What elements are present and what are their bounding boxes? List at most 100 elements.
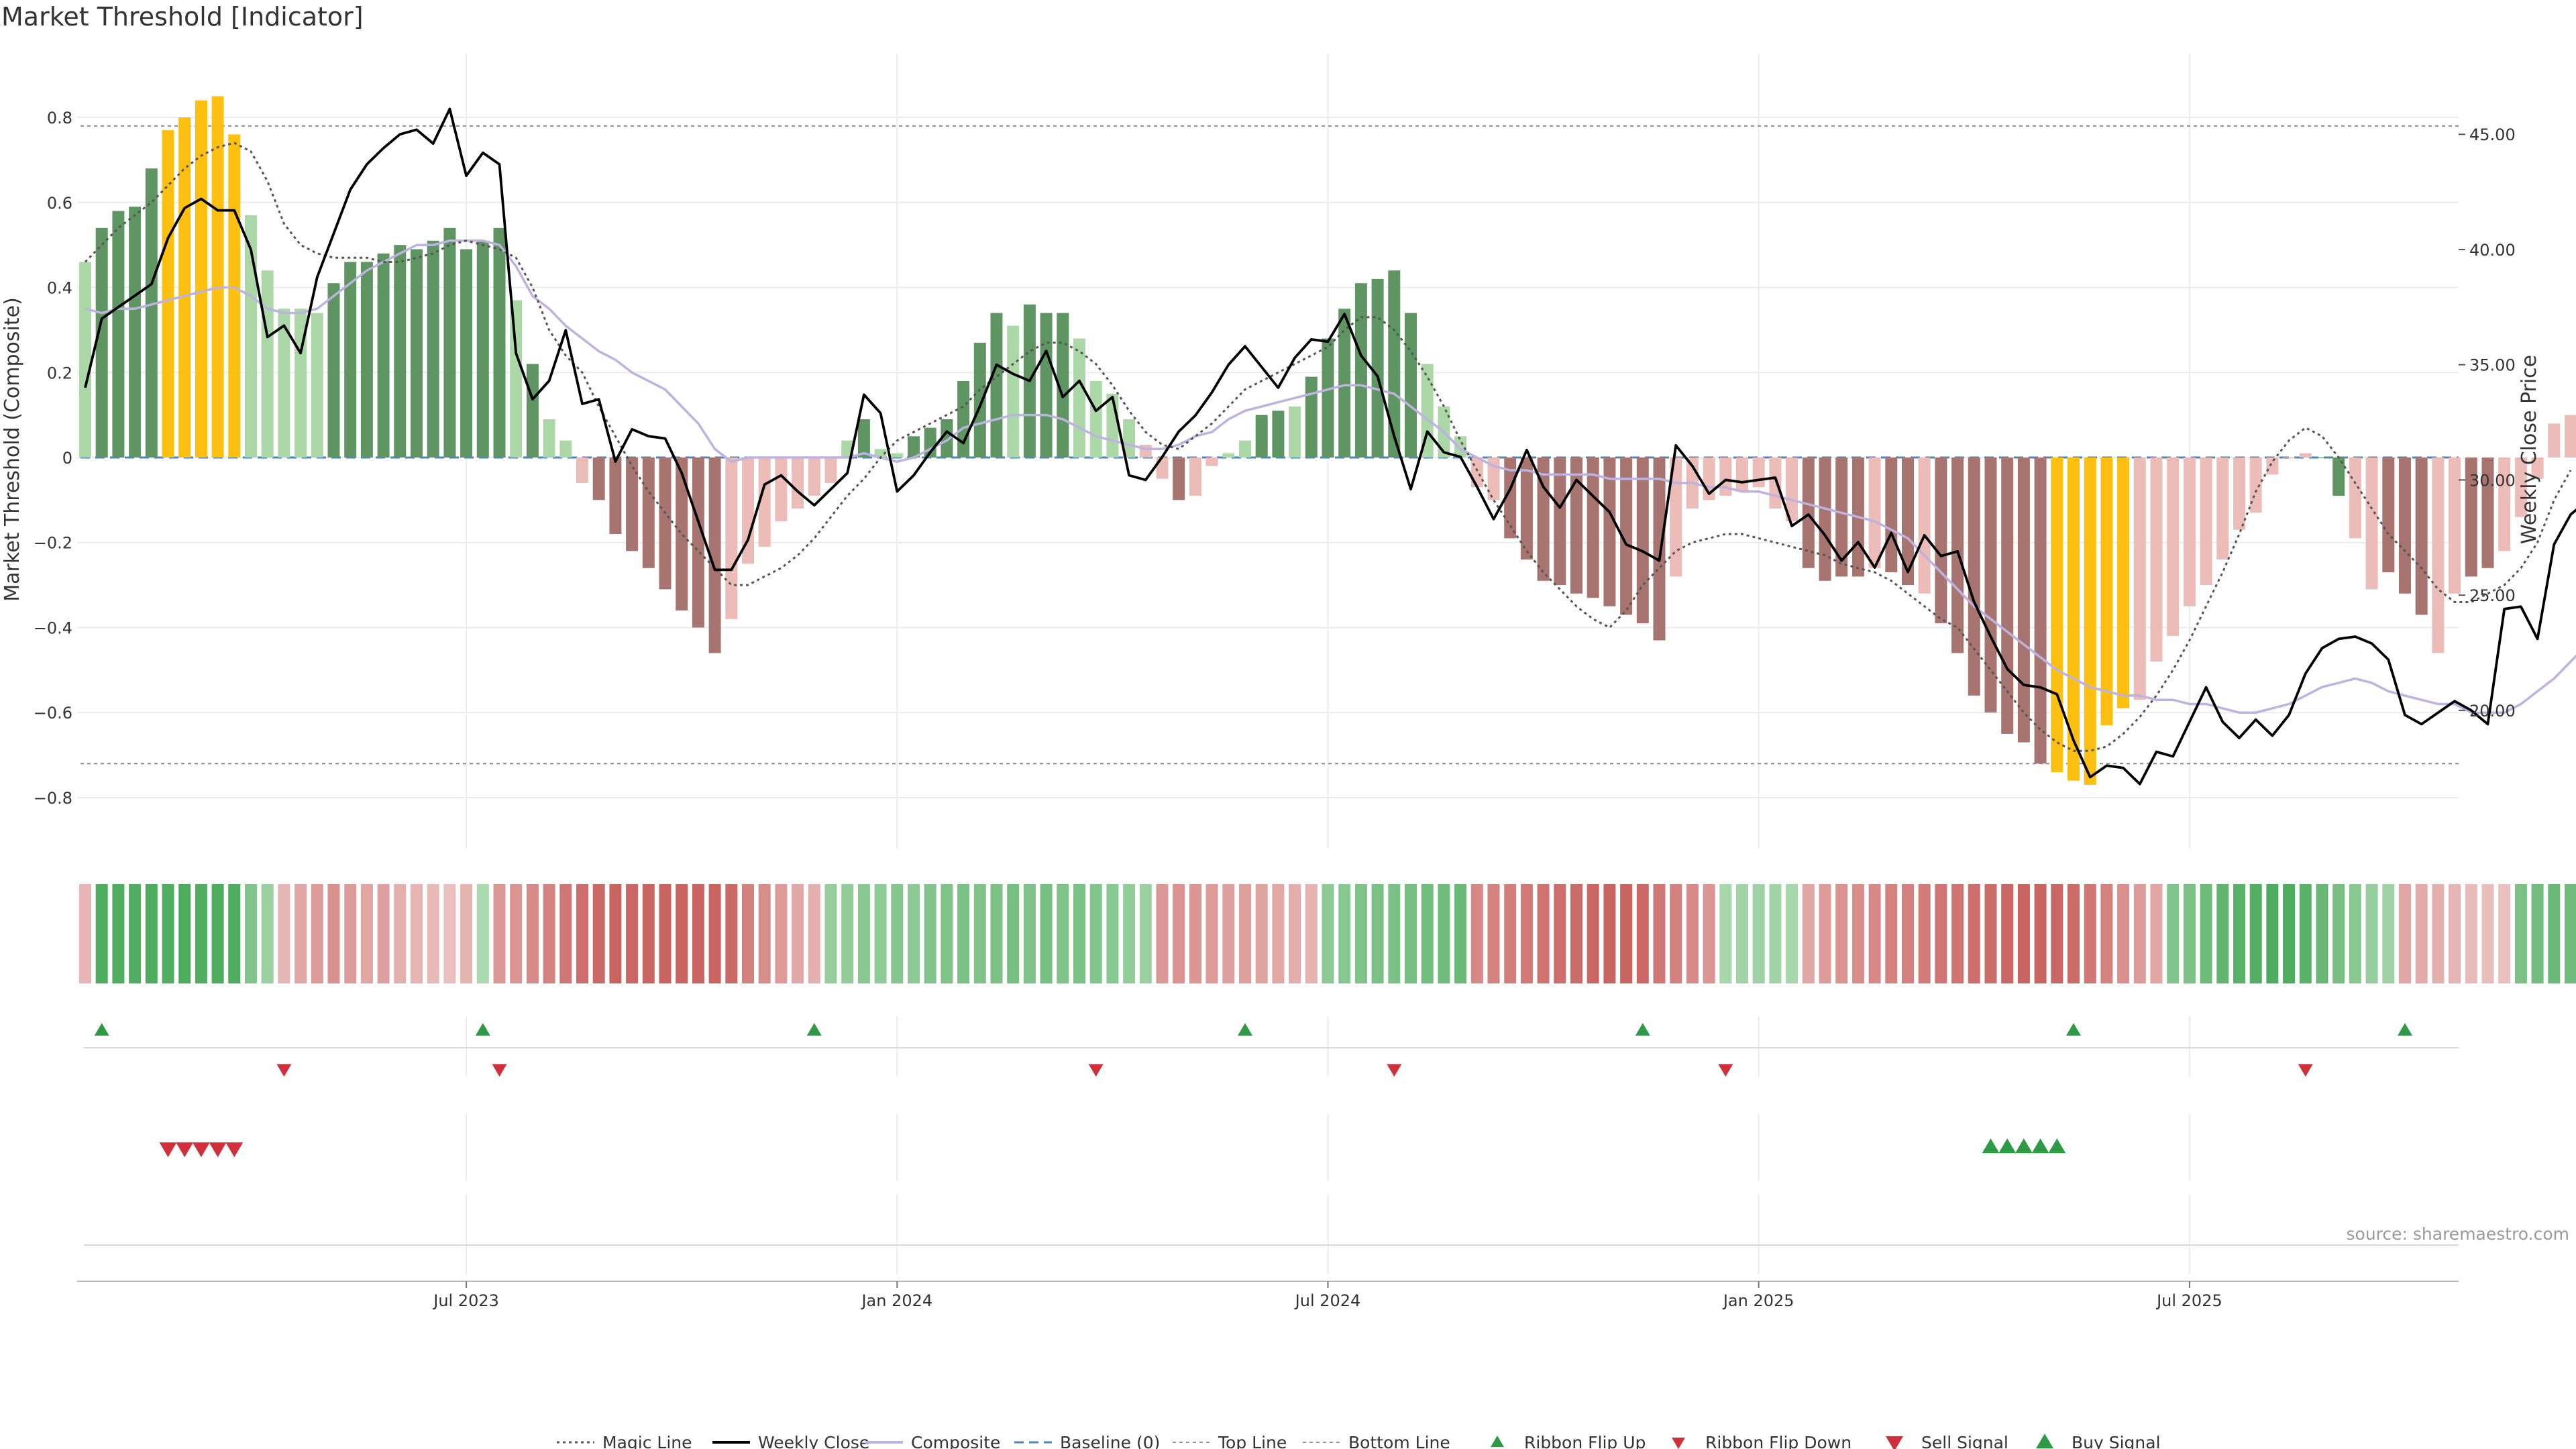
ribbon-cell <box>460 884 473 983</box>
composite-bar <box>1388 270 1401 458</box>
left-axis-ticks: 0.8 0.6 0.4 0.2 0 −0.2 −0.4 −0.6 −0.8 <box>34 109 72 808</box>
ribbon-flip-down-marker <box>492 1064 507 1077</box>
right-tick-label: 25.00 <box>2469 586 2516 605</box>
composite-bar <box>460 249 473 458</box>
composite-bar <box>2216 458 2229 560</box>
ribbon-cell <box>1819 884 1831 983</box>
ribbon-cell <box>857 884 870 983</box>
ribbon-cell <box>327 884 340 983</box>
ribbon-flip-up-marker <box>2398 1023 2412 1036</box>
ribbon-cell <box>1984 884 1997 983</box>
ribbon-flip-up-marker <box>1238 1023 1252 1036</box>
ribbon-cell <box>294 884 307 983</box>
composite-bar <box>2084 458 2096 785</box>
ribbon-cell <box>2200 884 2212 983</box>
ribbon-cell <box>775 884 788 983</box>
composite-bar <box>1670 458 1682 577</box>
ribbon-cell <box>145 884 158 983</box>
ribbon-cell <box>411 884 423 983</box>
composite-bar <box>1106 393 1119 458</box>
composite-bar <box>1470 458 1483 488</box>
ribbon-cell <box>708 884 721 983</box>
ribbon-cell <box>1139 884 1152 983</box>
composite-bar <box>2266 458 2279 475</box>
composite-bar <box>1173 458 1185 500</box>
composite-bar <box>1040 313 1053 458</box>
composite-bar <box>327 283 340 458</box>
composite-bar <box>2548 423 2561 458</box>
left-tick-label: 0 <box>62 449 72 468</box>
ribbon-cell <box>1670 884 1682 983</box>
composite-bar <box>1968 458 1980 696</box>
ribbon-cell <box>493 884 506 983</box>
ribbon-cell <box>526 884 539 983</box>
composite-bar <box>1984 458 1997 713</box>
ribbon-cell <box>559 884 572 983</box>
x-tick-label: Jul 2025 <box>2155 1291 2222 1310</box>
legend-label: Sell Signal <box>1921 1433 2008 1449</box>
composite-bar <box>278 309 290 458</box>
ribbon-cell <box>742 884 754 983</box>
ribbon-cell <box>1786 884 1799 983</box>
ribbon-cell <box>1935 884 1947 983</box>
legend-label: Bottom Line <box>1348 1433 1450 1449</box>
ribbon-cell <box>1653 884 1666 983</box>
composite-bar <box>2531 458 2544 479</box>
composite-bar <box>2449 458 2461 594</box>
ribbon-cell <box>95 884 108 983</box>
composite-bar <box>493 227 506 458</box>
ribbon-cell <box>2365 884 2378 983</box>
ribbon-cell <box>112 884 125 983</box>
composite-bar <box>2498 458 2511 551</box>
ribbon-heat-strip <box>79 884 2576 983</box>
buy-signal-marker <box>1982 1138 2000 1154</box>
left-axis-label: Market Threshold (Composite) <box>1 297 24 602</box>
ribbon-cell <box>2415 884 2428 983</box>
sell-signal-marker <box>209 1142 227 1157</box>
composite-bar <box>1338 309 1351 458</box>
legend-item: Top Line <box>1173 1433 1287 1449</box>
composite-bar <box>510 300 523 458</box>
composite-bar <box>145 168 158 458</box>
x-axis: Jul 2023 Jan 2024 Jul 2024 Jan 2025 Jul 2025 <box>77 1281 2459 1310</box>
ribbon-cell <box>941 884 953 983</box>
composite-bar <box>1719 458 1732 496</box>
legend-swatch-sell <box>1886 1436 1903 1449</box>
composite-bar <box>1089 380 1102 458</box>
left-tick-label: 0.2 <box>47 364 72 382</box>
ribbon-cell <box>1554 884 1566 983</box>
ribbon-cell <box>973 884 986 983</box>
ribbon-flip-down-marker <box>1387 1064 1402 1077</box>
ribbon-cell <box>1537 884 1550 983</box>
composite-bar <box>576 458 588 484</box>
sell-signal-marker <box>225 1142 244 1157</box>
ribbon-cell <box>2531 884 2544 983</box>
left-tick-label: −0.2 <box>34 534 72 553</box>
composite-bar <box>1189 458 1201 496</box>
legend-label: Baseline (0) <box>1060 1433 1160 1449</box>
ribbon-cell <box>676 884 688 983</box>
composite-bar <box>377 253 390 458</box>
ribbon-flip-up-marker <box>94 1023 109 1036</box>
ribbon-cell <box>1007 884 1020 983</box>
right-tick-label: 30.00 <box>2469 471 2516 490</box>
ribbon-cell <box>1752 884 1765 983</box>
ribbon-cell <box>1719 884 1732 983</box>
composite-bar <box>543 419 555 458</box>
composite-bar <box>1554 458 1566 586</box>
ribbon-cell <box>1504 884 1517 983</box>
legend-item: Weekly Close <box>712 1433 869 1449</box>
ribbon-flip-up-marker <box>806 1023 822 1036</box>
left-tick-label: −0.4 <box>34 619 72 637</box>
ribbon-cell <box>891 884 904 983</box>
composite-bar <box>2332 458 2345 496</box>
composite-bar <box>2249 458 2262 513</box>
composite-bar <box>990 313 1003 458</box>
legend-label: Ribbon Flip Up <box>1524 1433 1646 1449</box>
composite-bar <box>1819 458 1831 581</box>
composite-bar <box>973 342 986 458</box>
composite-bar <box>1885 458 1898 573</box>
ribbon-cell <box>1636 884 1649 983</box>
ribbon-cell <box>2183 884 2196 983</box>
ribbon-flip-up-marker <box>2066 1023 2081 1036</box>
